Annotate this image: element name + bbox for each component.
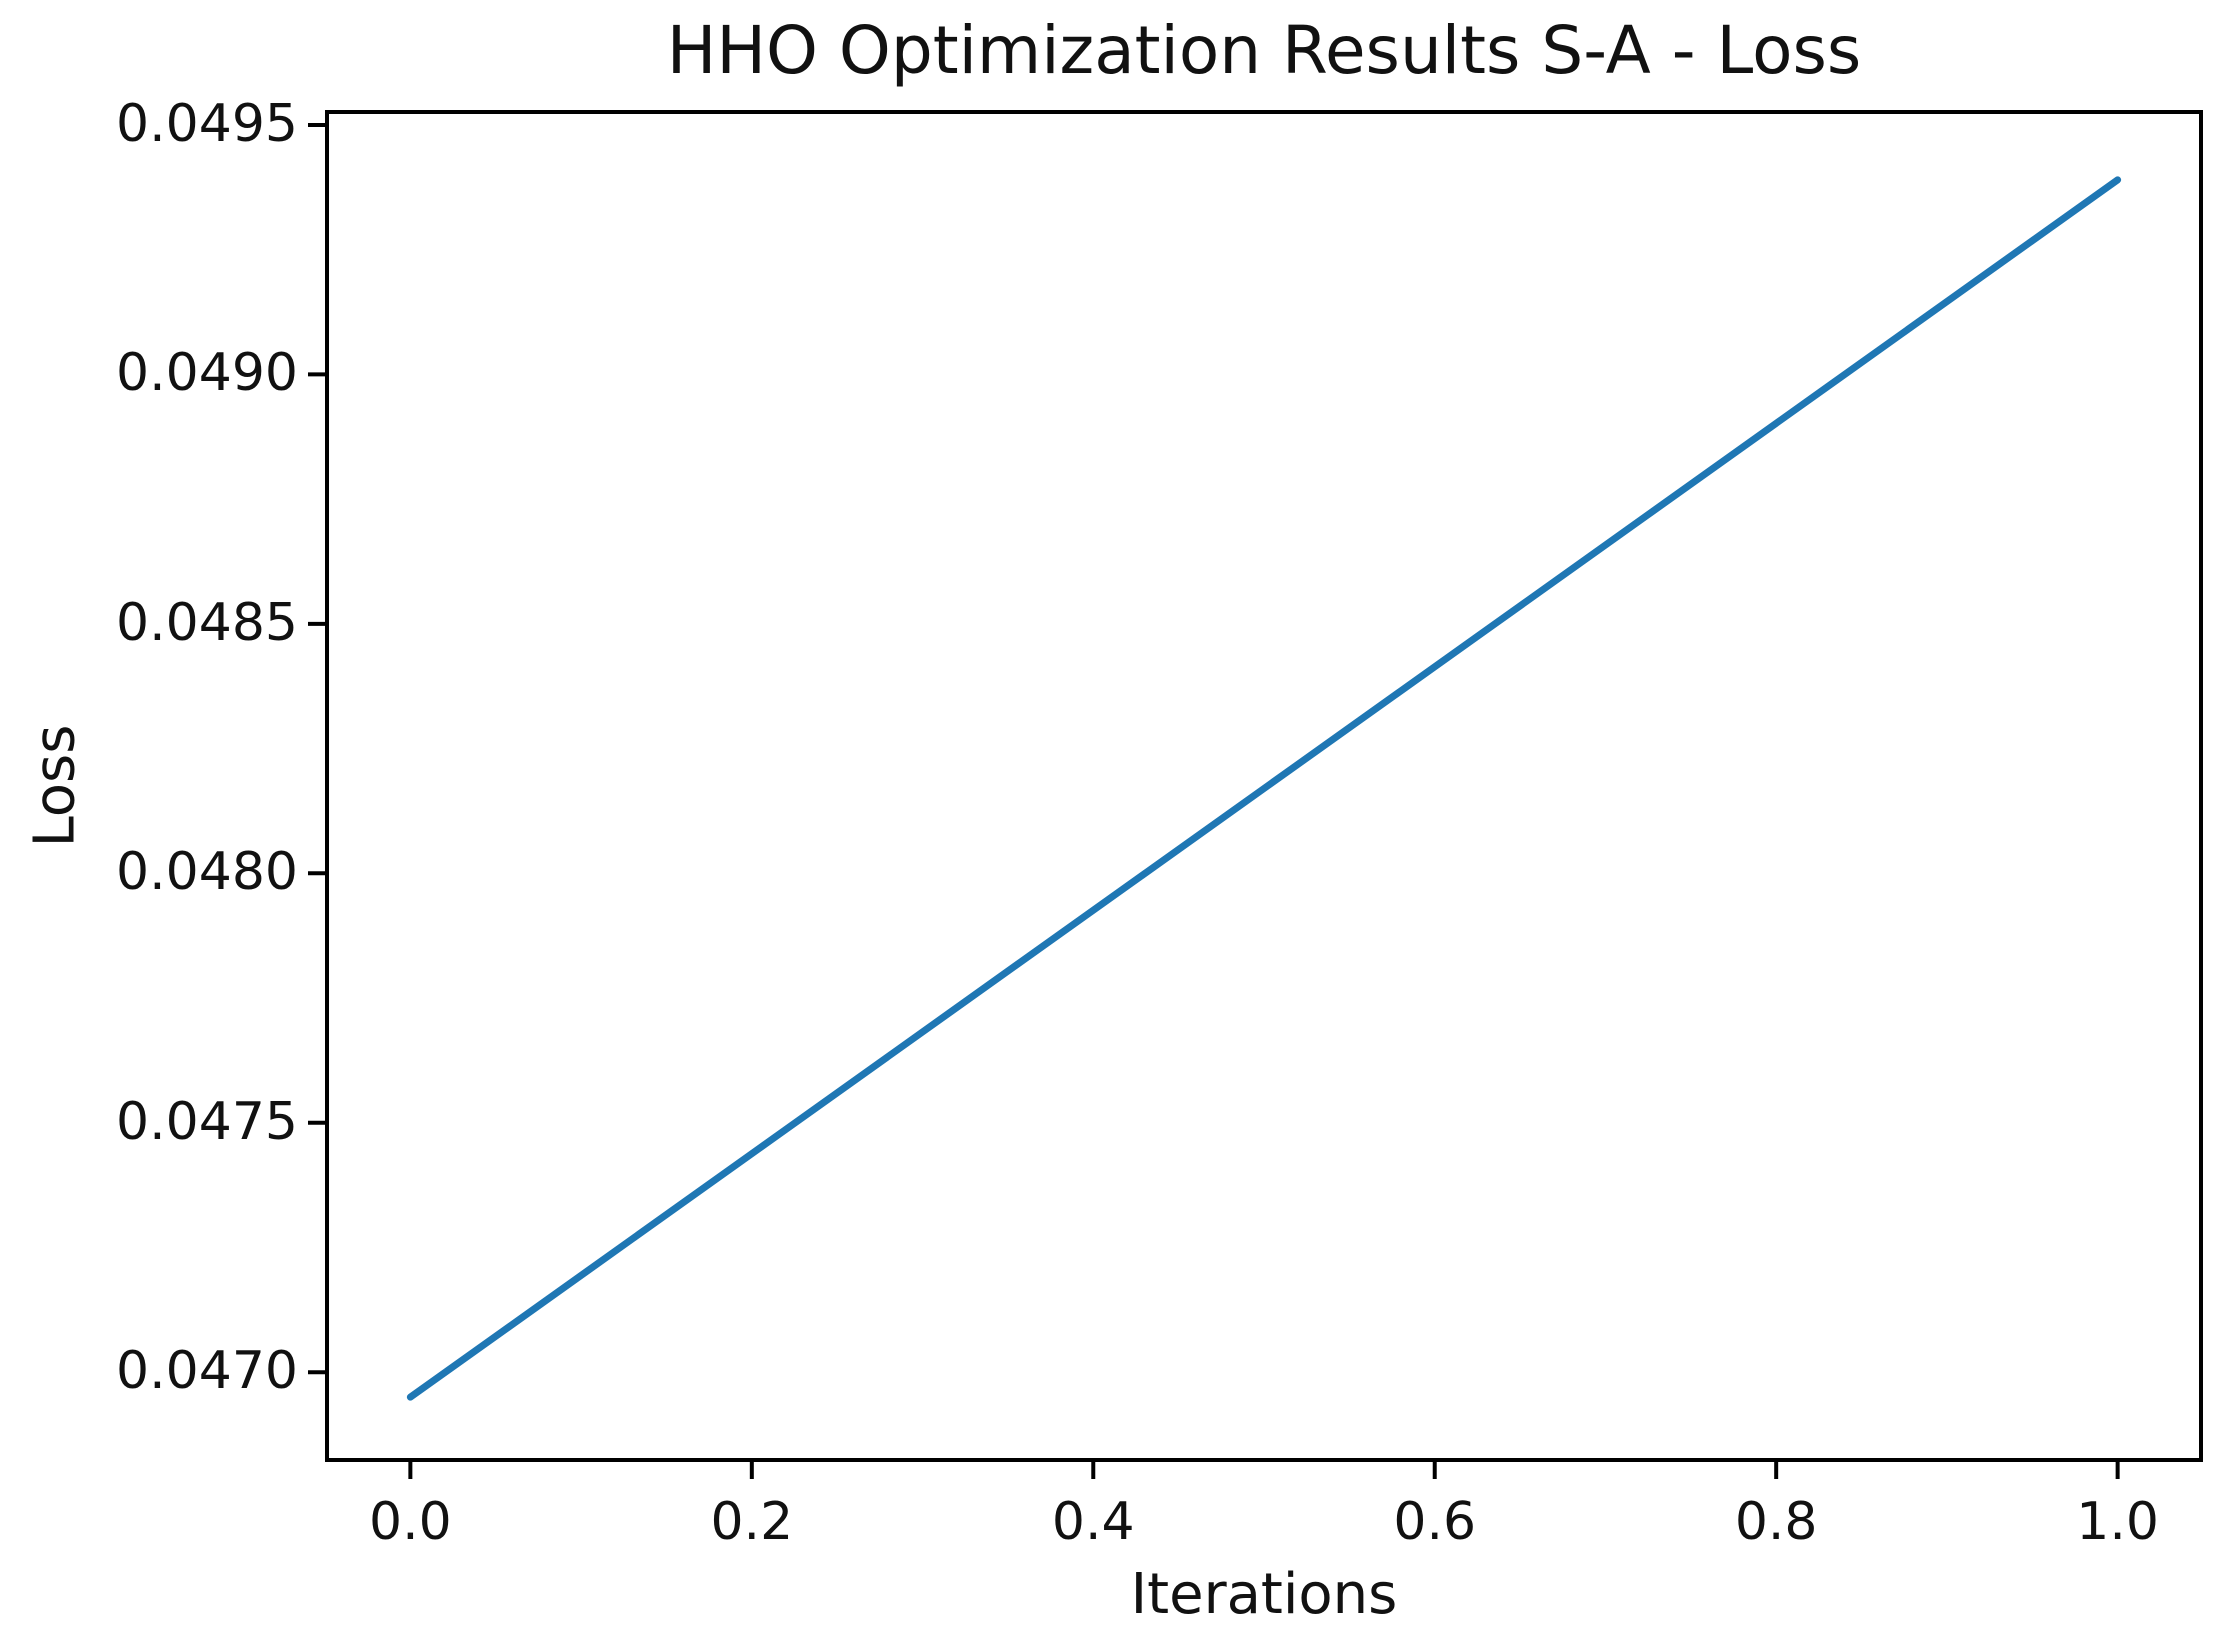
x-tick-label: 0.0 bbox=[369, 1492, 452, 1552]
y-tick-label: 0.0495 bbox=[116, 93, 298, 154]
y-axis-label: Loss bbox=[22, 724, 88, 848]
y-tick-label: 0.0485 bbox=[116, 592, 298, 653]
y-tick-label: 0.0480 bbox=[116, 842, 298, 903]
y-tick-label: 0.0490 bbox=[116, 343, 298, 404]
chart-title: HHO Optimization Results S-A - Loss bbox=[666, 12, 1862, 89]
plot-area bbox=[325, 110, 2203, 1462]
y-tick-label: 0.0470 bbox=[116, 1340, 298, 1401]
x-axis-label: Iterations bbox=[1130, 1562, 1398, 1627]
x-tick-label: 0.8 bbox=[1734, 1492, 1818, 1552]
y-tick-label: 0.0475 bbox=[116, 1091, 298, 1152]
x-tick-label: 0.4 bbox=[1051, 1492, 1135, 1552]
x-tick-label: 0.6 bbox=[1393, 1492, 1477, 1552]
x-tick-label: 0.2 bbox=[710, 1492, 794, 1552]
x-tick-label: 1.0 bbox=[2076, 1492, 2159, 1552]
